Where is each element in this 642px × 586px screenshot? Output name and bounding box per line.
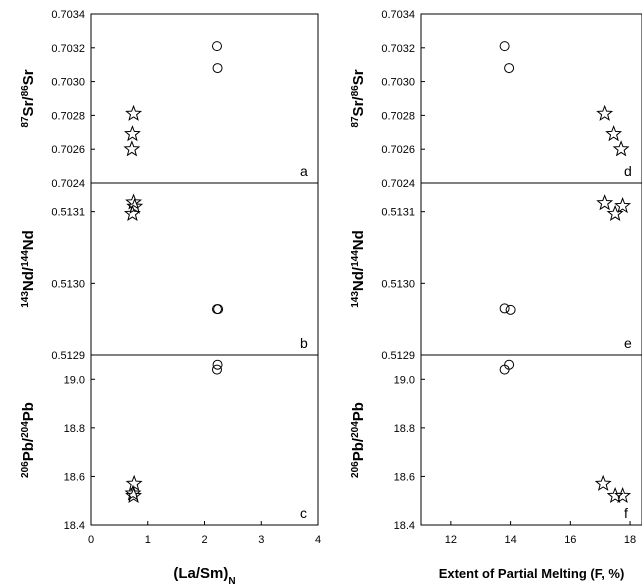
panel-letter: b — [300, 335, 308, 351]
x-tick-label: 16 — [564, 534, 576, 546]
panel-frame — [420, 354, 642, 526]
data-point-star — [594, 474, 612, 491]
x-axis-title: Extent of Partial Melting (F, %) — [439, 566, 625, 581]
panel-letter: d — [624, 163, 632, 179]
data-point-star — [606, 486, 624, 504]
y-tick-label: 0.5131 — [381, 207, 415, 219]
data-point-star — [612, 140, 630, 157]
y-tick-label: 0.7030 — [381, 77, 415, 89]
panel-letter: f — [624, 505, 628, 521]
y-tick-label: 18.4 — [394, 520, 415, 532]
y-tick-label: 0.7034 — [51, 9, 85, 21]
data-point-star — [124, 484, 142, 501]
data-point-star — [596, 194, 614, 211]
panel-letter: c — [300, 505, 307, 521]
data-point-star — [596, 104, 614, 121]
data-point-circle — [211, 41, 222, 52]
panel-d: 0.7024 0.7026 0.7028 0.7030 0.7032 0.7034 d 87S… — [350, 9, 642, 190]
panel-c: 18.4 18.6 18.8 19.0 0 1 2 3 4 c 206Pb/204Pb (La/Sm)… — [20, 354, 321, 586]
y-tick-label: 0.5130 — [381, 278, 415, 290]
data-point-circle — [211, 364, 222, 375]
x-tick-label: 2 — [201, 534, 207, 546]
y-axis-title: 87Sr/86Sr — [350, 69, 368, 127]
panel-b: 0.5129 0.5130 0.5131 b 143Nd/144Nd — [20, 182, 319, 362]
panel-frame — [90, 354, 319, 526]
data-point-star — [125, 474, 143, 491]
y-tick-label: 0.7026 — [51, 144, 85, 156]
y-tick-label: 18.6 — [64, 471, 85, 483]
panel-frame — [420, 13, 642, 184]
x-tick-label: 4 — [315, 534, 321, 546]
y-tick-label: 18.8 — [394, 423, 415, 435]
y-tick-label: 0.7026 — [381, 144, 415, 156]
data-point-circle — [213, 304, 224, 315]
data-point-star — [125, 104, 143, 121]
y-axis-title: 206Pb/204Pb — [350, 402, 368, 478]
data-point-star — [606, 204, 624, 222]
y-tick-label: 18.4 — [64, 520, 85, 532]
y-tick-label: 0.5129 — [51, 350, 85, 362]
data-point-circle — [504, 63, 515, 74]
y-tick-label: 0.7032 — [51, 43, 85, 55]
y-tick-label: 0.5129 — [381, 350, 415, 362]
y-tick-label: 0.7032 — [381, 43, 415, 55]
data-point-star — [126, 197, 144, 214]
y-tick-label: 18.6 — [394, 471, 415, 483]
data-point-circle — [505, 304, 516, 315]
panel-frame — [90, 182, 319, 356]
panel-letter: e — [624, 335, 632, 351]
data-point-circle — [499, 364, 510, 375]
data-point-star — [123, 125, 141, 142]
panel-a: 0.7024 0.7026 0.7028 0.7030 0.7032 0.7034 a 87S… — [20, 9, 319, 190]
y-tick-label: 0.5131 — [51, 207, 85, 219]
x-axis-title: (La/Sm)N — [173, 565, 235, 586]
y-axis-title: 143Nd/144Nd — [350, 230, 368, 308]
panel-f: 18.4 18.6 18.8 19.0 12 14 16 18 f 206Pb/204Pb Exte… — [350, 354, 642, 581]
data-point-star — [605, 125, 623, 142]
x-tick-label: 14 — [504, 534, 516, 546]
x-tick-label: 0 — [88, 534, 94, 546]
data-point-star — [123, 140, 141, 157]
data-point-star — [125, 193, 143, 210]
panel-e: 0.5129 0.5130 0.5131 e 143Nd/144Nd — [350, 182, 642, 362]
data-point-star — [125, 486, 143, 504]
y-tick-label: 0.7024 — [51, 178, 85, 190]
data-point-star — [614, 197, 632, 214]
data-point-circle — [212, 359, 223, 370]
y-tick-label: 0.7028 — [51, 110, 85, 122]
data-point-circle — [499, 303, 510, 314]
x-tick-label: 18 — [624, 534, 636, 546]
x-tick-label: 1 — [145, 534, 151, 546]
y-axis-title: 87Sr/86Sr — [20, 69, 38, 127]
y-tick-label: 0.5130 — [51, 278, 85, 290]
y-tick-label: 0.7030 — [51, 77, 85, 89]
data-point-star — [614, 486, 632, 504]
data-point-star — [123, 204, 141, 222]
data-point-circle — [499, 41, 510, 52]
data-point-circle — [212, 63, 223, 74]
y-tick-label: 0.7028 — [381, 110, 415, 122]
panel-letter: a — [300, 163, 308, 179]
x-tick-label: 3 — [258, 534, 264, 546]
y-tick-label: 19.0 — [394, 374, 415, 386]
y-tick-label: 0.7024 — [381, 178, 415, 190]
y-tick-label: 18.8 — [64, 423, 85, 435]
y-axis-title: 143Nd/144Nd — [20, 230, 38, 308]
x-tick-label: 12 — [445, 534, 457, 546]
y-tick-label: 19.0 — [64, 374, 85, 386]
y-axis-title: 206Pb/204Pb — [20, 402, 38, 478]
y-tick-label: 0.7034 — [381, 9, 415, 21]
panel-frame — [90, 13, 319, 184]
